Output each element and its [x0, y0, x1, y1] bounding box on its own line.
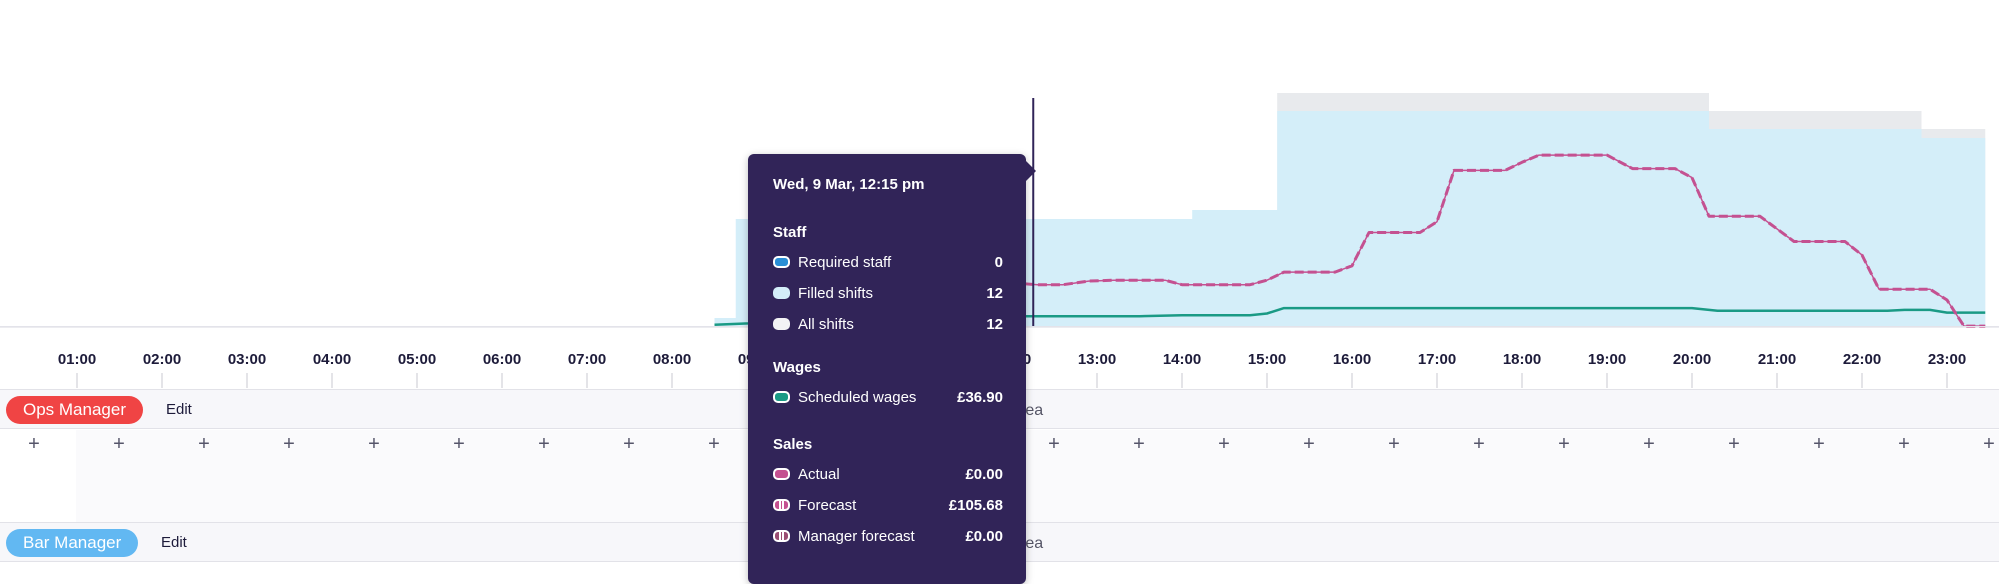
tooltip-value: £105.68	[948, 497, 1003, 514]
tooltip-label: All shifts	[798, 316, 854, 333]
add-shift-button[interactable]: +	[623, 433, 635, 455]
add-shift-button[interactable]: +	[1473, 433, 1485, 455]
add-shift-button[interactable]: +	[1133, 433, 1145, 455]
tooltip-label: Forecast	[798, 497, 857, 514]
role-pill-bar-manager[interactable]: Bar Manager	[6, 529, 139, 557]
all-shifts-swatch	[773, 318, 790, 330]
tooltip-section-wages: Wages	[773, 359, 821, 376]
x-tick-label: 05:00	[398, 351, 436, 368]
tooltip-arrow	[1026, 161, 1036, 181]
filled-shifts-swatch	[773, 287, 790, 299]
x-tick-label: 07:00	[568, 351, 606, 368]
tooltip-date: Wed, 9 Mar, 12:15 pm	[773, 176, 925, 193]
tooltip-value: £0.00	[965, 528, 1003, 545]
add-shift-button[interactable]: +	[198, 433, 210, 455]
forecast-swatch	[773, 499, 790, 511]
add-shift-button[interactable]: +	[1048, 433, 1060, 455]
add-shift-button[interactable]: +	[1898, 433, 1910, 455]
x-tick-label: 22:00	[1843, 351, 1881, 368]
tooltip-label: Filled shifts	[798, 285, 874, 302]
tooltip-value: 12	[986, 285, 1003, 302]
add-shift-button[interactable]: +	[1388, 433, 1400, 455]
edit-bar-manager-button[interactable]: Edit	[161, 534, 187, 551]
tooltip-value: £0.00	[965, 466, 1003, 483]
chart-areas	[714, 93, 1986, 327]
staffing-chart: 01:00 02:00 03:00 04:00 05:00 06:00 07:00 08:00…	[0, 93, 1999, 388]
tooltip-item-filled-shifts: Filled shifts 12	[773, 285, 1003, 305]
tooltip-item-all-shifts: All shifts 12	[773, 316, 1003, 336]
add-shift-button[interactable]: +	[1218, 433, 1230, 455]
role-pill-ops-manager[interactable]: Ops Manager	[6, 396, 143, 424]
x-tick-label: 03:00	[228, 351, 266, 368]
tooltip-section-staff: Staff	[773, 224, 807, 241]
tooltip-label: Required staff	[798, 254, 892, 271]
tooltip-value: 0	[994, 254, 1003, 271]
x-tick-label: 15:00	[1248, 351, 1286, 368]
x-tick-label: 20:00	[1673, 351, 1711, 368]
filled-shifts-area	[714, 111, 1986, 327]
tooltip-item-scheduled-wages: Scheduled wages £36.90	[773, 389, 1003, 409]
scheduled-wages-swatch	[773, 391, 790, 403]
tooltip-section-sales: Sales	[773, 436, 813, 453]
tooltip-value: £36.90	[957, 389, 1003, 406]
add-shift-button[interactable]: +	[1813, 433, 1825, 455]
add-shift-button[interactable]: +	[708, 433, 720, 455]
manager-forecast-swatch	[773, 530, 790, 542]
tooltip-item-manager-forecast: Manager forecast £0.00	[773, 528, 1003, 548]
required-staff-swatch	[773, 256, 790, 268]
actual-swatch	[773, 468, 790, 480]
tooltip-value: 12	[986, 316, 1003, 333]
add-shift-button[interactable]: +	[538, 433, 550, 455]
add-shift-button[interactable]: +	[28, 433, 40, 455]
x-tick-label: 21:00	[1758, 351, 1796, 368]
x-tick-label: 16:00	[1333, 351, 1371, 368]
x-tick-label: 06:00	[483, 351, 521, 368]
add-shift-button[interactable]: +	[368, 433, 380, 455]
x-tick-label: 18:00	[1503, 351, 1541, 368]
tooltip-label: Actual	[798, 466, 840, 483]
add-shift-button[interactable]: +	[453, 433, 465, 455]
add-shift-button[interactable]: +	[1303, 433, 1315, 455]
add-shift-button[interactable]: +	[1728, 433, 1740, 455]
tooltip-item-forecast: Forecast £105.68	[773, 497, 1003, 517]
add-shift-button[interactable]: +	[1558, 433, 1570, 455]
x-tick-label: 23:00	[1928, 351, 1966, 368]
add-shift-button[interactable]: +	[283, 433, 295, 455]
forecast-sales-line	[1011, 153, 1986, 328]
x-tick-label: 08:00	[653, 351, 691, 368]
chart-tooltip: Wed, 9 Mar, 12:15 pm Staff Required staf…	[748, 154, 1036, 584]
edit-ops-manager-button[interactable]: Edit	[166, 401, 192, 418]
tooltip-label: Scheduled wages	[798, 389, 917, 406]
tooltip-item-required-staff: Required staff 0	[773, 254, 1003, 274]
add-shift-button[interactable]: +	[1983, 433, 1995, 455]
tooltip-label: Manager forecast	[798, 528, 915, 545]
add-shift-button[interactable]: +	[113, 433, 125, 455]
x-tick-label: 13:00	[1078, 351, 1116, 368]
x-tick-label: 14:00	[1163, 351, 1201, 368]
x-tick-label: 01:00	[58, 351, 96, 368]
x-tick-label: 19:00	[1588, 351, 1626, 368]
x-tick-label: 02:00	[143, 351, 181, 368]
add-shift-button[interactable]: +	[1643, 433, 1655, 455]
x-tick-label: 17:00	[1418, 351, 1456, 368]
tooltip-item-actual: Actual £0.00	[773, 466, 1003, 486]
x-tick-label: 04:00	[313, 351, 351, 368]
